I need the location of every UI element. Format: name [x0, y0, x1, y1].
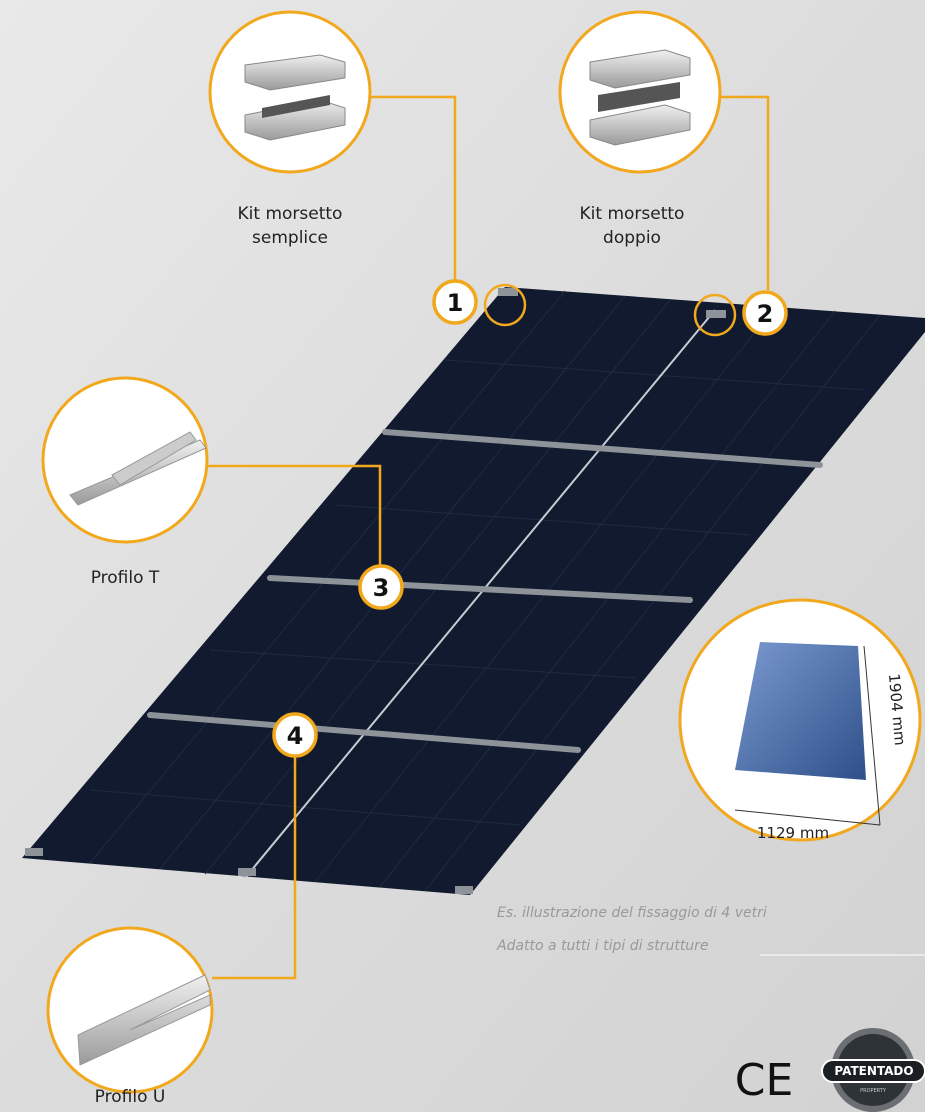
callout-1: Kit morsetto semplice 1	[208, 10, 478, 325]
shape	[212, 757, 297, 980]
shape	[89, 789, 521, 826]
callout-number: 3	[373, 574, 390, 602]
callout-label: Profilo U	[95, 1087, 166, 1107]
clamp-icon	[244, 54, 346, 141]
shape	[379, 310, 836, 888]
shape	[821, 1059, 925, 1083]
shape	[498, 288, 518, 296]
shape	[267, 575, 693, 603]
shape	[25, 848, 43, 856]
patent-badge: PATENTADO PROPERTY	[821, 1028, 925, 1112]
note: Es. illustrazione del fissaggio di 4 vet…	[497, 905, 767, 921]
shape	[444, 359, 866, 391]
shape	[77, 974, 211, 1066]
shape	[598, 82, 680, 112]
shape	[693, 293, 737, 337]
shape	[742, 290, 788, 336]
clamp-icon	[589, 49, 691, 146]
shape	[432, 279, 478, 325]
callout-label: doppio	[603, 228, 661, 248]
shape	[589, 104, 691, 146]
callout-number: 1	[447, 289, 464, 317]
solar-array	[22, 287, 925, 895]
callout-label: Kit morsetto	[580, 204, 685, 224]
shape	[272, 712, 318, 758]
callout-lines	[205, 95, 770, 980]
shape	[370, 95, 457, 282]
shape	[89, 290, 566, 864]
shape	[244, 54, 346, 91]
shape	[111, 431, 197, 486]
callout-2: Kit morsetto doppio 2	[558, 10, 788, 336]
shape	[715, 95, 770, 290]
shape	[25, 288, 726, 894]
shape	[147, 712, 581, 753]
shape	[735, 642, 866, 780]
shape	[382, 429, 823, 468]
shape	[863, 645, 881, 826]
shape	[208, 10, 372, 174]
callout-3: Profilo T 3	[41, 376, 404, 610]
callout-label: semplice	[252, 228, 328, 248]
t-profile-icon	[69, 431, 207, 506]
shape	[424, 314, 881, 892]
shape	[238, 868, 256, 876]
patent-label: PATENTADO	[834, 1064, 913, 1078]
shape	[455, 886, 473, 894]
callout-4: Profilo U 4	[46, 712, 318, 1107]
callout-number: 2	[757, 300, 774, 328]
note: Adatto a tutti i tipi di strutture	[496, 938, 709, 954]
shape	[205, 464, 382, 565]
callout-label: Profilo T	[91, 568, 160, 588]
shape	[734, 809, 881, 826]
shape	[483, 283, 527, 327]
shape	[706, 310, 726, 318]
u-profile-icon	[77, 974, 211, 1066]
callout-label: Kit morsetto	[238, 204, 343, 224]
ce-mark: CE	[735, 1055, 794, 1106]
panel-dimensions: 1904 mm 1129 mm	[678, 598, 922, 842]
shape	[262, 95, 330, 118]
patent-sub-label: PROPERTY	[860, 1088, 887, 1094]
callout-number: 4	[287, 722, 304, 750]
shape	[589, 49, 691, 89]
width-label: 1129 mm	[757, 824, 829, 842]
shape	[41, 376, 209, 544]
shape	[358, 564, 404, 610]
shape	[244, 309, 716, 879]
